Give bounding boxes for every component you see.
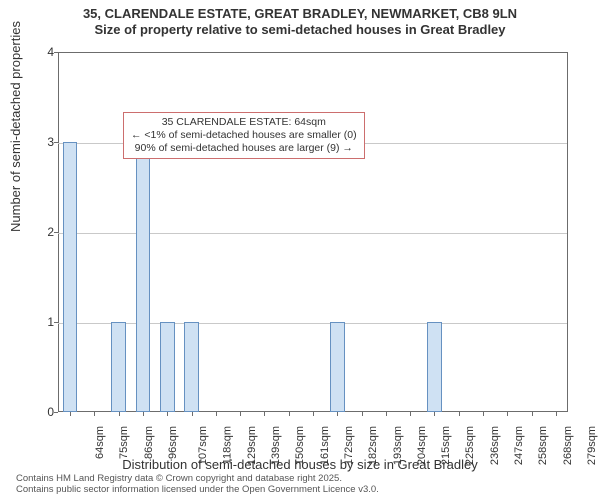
- ytick-label: 0: [38, 405, 54, 419]
- ytick-label: 1: [38, 315, 54, 329]
- plot-inner: [58, 53, 567, 412]
- footer-attribution: Contains HM Land Registry data © Crown c…: [16, 474, 379, 496]
- xtick-mark: [362, 412, 363, 416]
- chart-title: 35, CLARENDALE ESTATE, GREAT BRADLEY, NE…: [0, 6, 600, 39]
- bar: [184, 322, 199, 412]
- chart-container: 35, CLARENDALE ESTATE, GREAT BRADLEY, NE…: [0, 0, 600, 500]
- plot-area: 35 CLARENDALE ESTATE: 64sqm ← <1% of sem…: [58, 52, 568, 412]
- xtick-mark: [459, 412, 460, 416]
- xtick-mark: [216, 412, 217, 416]
- xtick-mark: [313, 412, 314, 416]
- xtick-mark: [167, 412, 168, 416]
- bar: [136, 142, 151, 412]
- xtick-mark: [289, 412, 290, 416]
- bar: [111, 322, 126, 412]
- annotation-line2: ← <1% of semi-detached houses are smalle…: [131, 129, 357, 142]
- xtick-mark: [386, 412, 387, 416]
- title-line1: 35, CLARENDALE ESTATE, GREAT BRADLEY, NE…: [0, 6, 600, 22]
- ytick-label: 3: [38, 135, 54, 149]
- xtick-mark: [434, 412, 435, 416]
- xaxis-title: Distribution of semi-detached houses by …: [0, 457, 600, 472]
- yaxis-title: Number of semi-detached properties: [8, 21, 23, 232]
- xtick-label: 86sqm: [143, 426, 155, 459]
- xtick-mark: [70, 412, 71, 416]
- xtick-label: 64sqm: [94, 426, 106, 459]
- ytick-mark: [54, 232, 58, 233]
- title-line2: Size of property relative to semi-detach…: [0, 22, 600, 38]
- xtick-mark: [337, 412, 338, 416]
- xtick-label: 75sqm: [118, 426, 130, 459]
- xtick-mark: [94, 412, 95, 416]
- bar: [330, 322, 345, 412]
- ytick-mark: [54, 412, 58, 413]
- bar: [427, 322, 442, 412]
- xtick-label: 96sqm: [167, 426, 179, 459]
- xtick-mark: [192, 412, 193, 416]
- xtick-mark: [119, 412, 120, 416]
- xtick-mark: [143, 412, 144, 416]
- annotation-line3: 90% of semi-detached houses are larger (…: [131, 142, 357, 155]
- footer-line2: Contains public sector information licen…: [16, 485, 379, 496]
- gridline-h: [58, 323, 567, 324]
- bar: [160, 322, 175, 412]
- xtick-mark: [556, 412, 557, 416]
- xtick-mark: [240, 412, 241, 416]
- xtick-mark: [264, 412, 265, 416]
- ytick-mark: [54, 322, 58, 323]
- gridline-h: [58, 233, 567, 234]
- annotation-line1: 35 CLARENDALE ESTATE: 64sqm: [131, 116, 357, 129]
- xtick-mark: [483, 412, 484, 416]
- ytick-mark: [54, 52, 58, 53]
- bar: [63, 142, 78, 412]
- xtick-mark: [410, 412, 411, 416]
- ytick-label: 4: [38, 45, 54, 59]
- annotation-box: 35 CLARENDALE ESTATE: 64sqm ← <1% of sem…: [123, 112, 365, 159]
- xtick-mark: [532, 412, 533, 416]
- ytick-label: 2: [38, 225, 54, 239]
- ytick-mark: [54, 142, 58, 143]
- xtick-mark: [507, 412, 508, 416]
